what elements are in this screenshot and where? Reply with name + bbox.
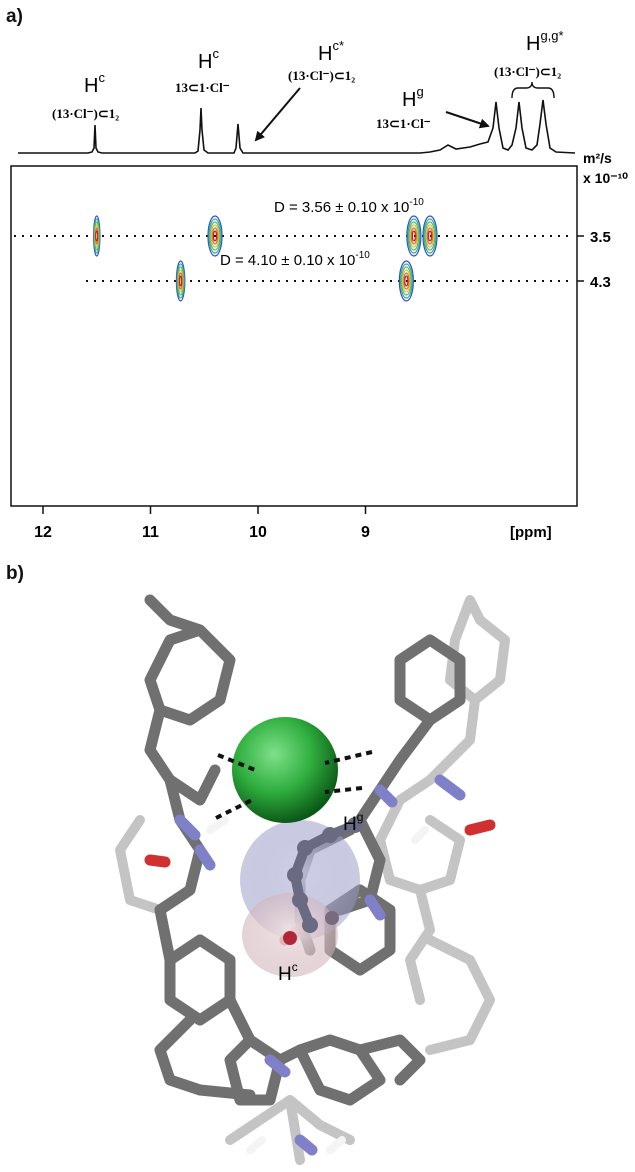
bond-framework-light bbox=[115, 595, 510, 1165]
chloride-ion bbox=[232, 717, 338, 823]
x-tick-label: 12 bbox=[34, 524, 52, 541]
contour-peak bbox=[175, 260, 186, 302]
svg-text:Hc: Hc bbox=[84, 70, 105, 97]
contour-peak bbox=[92, 215, 101, 257]
nitrogen-atoms bbox=[174, 774, 466, 1156]
x-tick-label: 9 bbox=[361, 524, 370, 541]
x-tick-label: 10 bbox=[249, 524, 267, 541]
hydrogen-bonds bbox=[215, 750, 373, 820]
guest-molecule bbox=[283, 817, 363, 945]
svg-text:13⊂1·Cl⁻: 13⊂1·Cl⁻ bbox=[175, 80, 230, 95]
svg-text:Hg,g*: Hg,g* bbox=[526, 28, 564, 55]
svg-text:(13·Cl⁻)⊂1₂: (13·Cl⁻)⊂1₂ bbox=[288, 68, 355, 83]
plot-frame bbox=[10, 165, 578, 507]
molecule-model: Hg Hc bbox=[115, 594, 510, 1165]
y-tick-labels: 3.5 4.3 bbox=[577, 229, 611, 291]
peak-label-hc-left: Hc (13·Cl⁻)⊂1₂ bbox=[52, 70, 119, 121]
model-label-hg: Hg bbox=[343, 810, 363, 835]
dosy-figure: Hc (13·Cl⁻)⊂1₂ Hc 13⊂1·Cl⁻ Hc* (13·Cl⁻)⊂… bbox=[10, 28, 628, 541]
contour-peaks bbox=[92, 215, 438, 302]
diffusion-annotation-2: D = 4.10 ± 0.10 x 10-10 bbox=[220, 250, 370, 269]
right-axis-scale: x 10⁻¹⁰ bbox=[583, 170, 628, 186]
contour-peak bbox=[422, 215, 438, 257]
peak-label-hc-mid: Hc 13⊂1·Cl⁻ bbox=[175, 46, 230, 95]
peak-label-hg: Hg 13⊂1·Cl⁻ bbox=[376, 84, 431, 131]
hydrogen-atoms bbox=[206, 816, 429, 1154]
right-axis-unit: m²/s bbox=[583, 150, 612, 166]
arrow-hg bbox=[445, 111, 490, 129]
svg-text:Hg: Hg bbox=[402, 84, 424, 111]
contour-peak bbox=[207, 215, 223, 257]
svg-text:Hc: Hc bbox=[198, 46, 219, 73]
svg-text:(13·Cl⁻)⊂1₂: (13·Cl⁻)⊂1₂ bbox=[494, 64, 561, 79]
peak-label-hc-star: Hc* (13·Cl⁻)⊂1₂ bbox=[288, 38, 355, 83]
contour-peak bbox=[398, 260, 414, 302]
spectrum-trace bbox=[18, 99, 576, 154]
x-tick-label: 11 bbox=[142, 524, 159, 541]
svg-text:Hc*: Hc* bbox=[318, 38, 344, 65]
contour-peak bbox=[406, 215, 422, 257]
y-tick-label: 3.5 bbox=[590, 229, 611, 246]
svg-text:13⊂1·Cl⁻: 13⊂1·Cl⁻ bbox=[376, 116, 431, 131]
svg-text:(13·Cl⁻)⊂1₂: (13·Cl⁻)⊂1₂ bbox=[52, 106, 119, 121]
panel-b-label: b) bbox=[6, 563, 24, 584]
y-tick-label: 4.3 bbox=[590, 274, 611, 291]
model-label-hc: Hc bbox=[278, 960, 298, 985]
x-axis-unit: [ppm] bbox=[510, 524, 552, 541]
diffusion-annotation-1: D = 3.56 ± 0.10 x 10-10 bbox=[274, 197, 424, 216]
x-tick-labels: 12 11 10 9 bbox=[34, 506, 370, 541]
panel-a-label: a) bbox=[6, 6, 23, 27]
arrow-hc-star bbox=[254, 87, 301, 142]
peak-label-hg-star: Hg,g* (13·Cl⁻)⊂1₂ bbox=[494, 28, 564, 99]
brace bbox=[511, 81, 555, 99]
